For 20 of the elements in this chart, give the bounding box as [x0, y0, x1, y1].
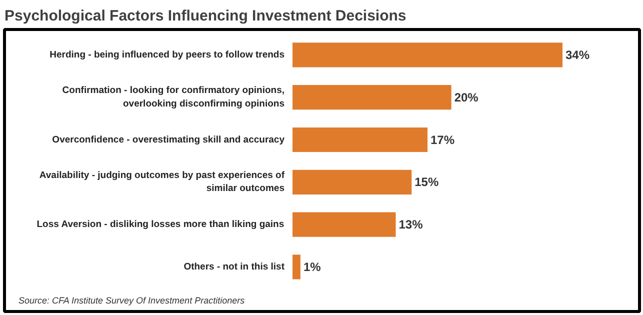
source-note: Source: CFA Institute Survey Of Investment Practitioners — [18, 296, 246, 306]
bar — [292, 85, 452, 110]
bar — [292, 127, 428, 152]
bar — [292, 254, 300, 280]
data-label: 13% — [398, 218, 424, 232]
bar — [292, 212, 396, 237]
data-label: 20% — [454, 90, 479, 104]
y-tick-label: Herding - being influenced by peers to follow trends — [50, 49, 285, 60]
y-tick-label: Loss Aversion - disliking losses more than liking gains — [36, 219, 284, 230]
y-tick-label: Overconfidence - overestimating skill and accuracy — [52, 134, 286, 146]
data-label: 1% — [303, 260, 322, 274]
y-tick-label: Confirmation - looking for confirmatory opinions, overlooking disconfirming opinions — [62, 85, 285, 110]
y-tick-label: Availability - judging outcomes by past experiences of similar outcomes — [39, 170, 286, 194]
chart-title: Psychological Factors Influencing Investment Decisions — [4, 8, 406, 24]
data-label: 34% — [566, 48, 590, 62]
y-tick-label: Others - not in this list — [184, 261, 286, 272]
bar — [292, 170, 412, 194]
bar — [292, 42, 562, 68]
data-label: 17% — [430, 132, 455, 147]
data-label: 15% — [414, 175, 439, 190]
